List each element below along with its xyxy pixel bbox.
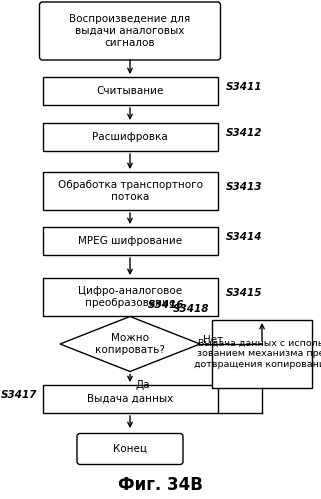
- FancyBboxPatch shape: [39, 2, 221, 60]
- Text: Конец: Конец: [113, 444, 147, 454]
- FancyBboxPatch shape: [212, 320, 312, 388]
- Polygon shape: [60, 316, 200, 371]
- FancyBboxPatch shape: [42, 385, 218, 413]
- Text: Выдача данных: Выдача данных: [87, 394, 173, 404]
- Text: Фиг. 34В: Фиг. 34В: [117, 476, 203, 494]
- FancyBboxPatch shape: [42, 227, 218, 255]
- Text: Расшифровка: Расшифровка: [92, 132, 168, 142]
- Text: Цифро-аналоговое
преобразование: Цифро-аналоговое преобразование: [78, 286, 182, 308]
- Text: Нет: Нет: [203, 335, 223, 345]
- Text: Да: Да: [135, 380, 150, 390]
- Text: S3417: S3417: [1, 390, 38, 400]
- Text: MPEG шифрование: MPEG шифрование: [78, 236, 182, 246]
- FancyBboxPatch shape: [42, 172, 218, 210]
- FancyBboxPatch shape: [42, 77, 218, 105]
- Text: S3414: S3414: [225, 232, 262, 242]
- Text: Воспроизведение для
выдачи аналоговых
сигналов: Воспроизведение для выдачи аналоговых си…: [69, 14, 191, 47]
- Text: S3411: S3411: [225, 82, 262, 92]
- Text: Можно
копировать?: Можно копировать?: [95, 333, 165, 355]
- Text: S3415: S3415: [225, 288, 262, 298]
- Text: S3418: S3418: [172, 304, 209, 314]
- FancyBboxPatch shape: [42, 123, 218, 151]
- Text: Выдача данных с исполь-
зованием механизма пре-
дотвращения копирования: Выдача данных с исполь- зованием механиз…: [194, 339, 321, 369]
- FancyBboxPatch shape: [42, 278, 218, 316]
- Text: Считывание: Считывание: [96, 86, 164, 96]
- FancyBboxPatch shape: [77, 434, 183, 465]
- Text: Обработка транспортного
потока: Обработка транспортного потока: [57, 180, 203, 202]
- Text: S3412: S3412: [225, 128, 262, 138]
- Text: S3413: S3413: [225, 182, 262, 192]
- Text: S3416: S3416: [148, 300, 185, 310]
